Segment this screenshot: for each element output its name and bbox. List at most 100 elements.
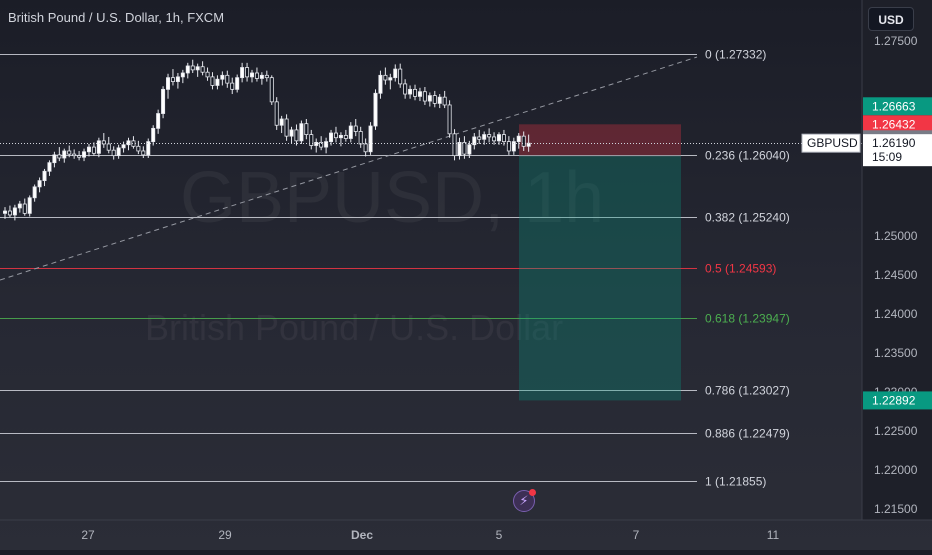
candle-body	[398, 68, 403, 85]
x-tick-label: Dec	[351, 528, 373, 542]
candle-body	[437, 96, 442, 104]
candle-body	[289, 129, 294, 137]
lightning-icon[interactable]: ⚡	[513, 489, 536, 512]
candle-body	[161, 88, 166, 114]
candle-body	[12, 207, 17, 216]
candle-body	[245, 67, 250, 78]
candle-body	[67, 150, 72, 155]
candle-body	[111, 149, 116, 157]
candle-body	[413, 88, 418, 97]
candle-body	[264, 74, 269, 79]
fib-level-label: 0.618 (1.23947)	[705, 312, 790, 326]
candle-body	[284, 118, 289, 137]
candle-body	[274, 101, 279, 126]
candle-body	[299, 123, 304, 142]
candle-body	[329, 132, 334, 143]
candle-body	[52, 154, 57, 164]
position-tool[interactable]	[519, 124, 681, 401]
candle-body	[417, 91, 422, 97]
y-tick-label: 1.25000	[874, 229, 918, 243]
price-axis-bg[interactable]	[862, 0, 932, 520]
candle-body	[373, 92, 378, 127]
trend-line[interactable]	[0, 56, 698, 281]
candle-body	[101, 140, 106, 145]
candle-body	[383, 74, 388, 81]
candle-body	[141, 150, 146, 156]
stop-loss-zone[interactable]	[519, 124, 681, 156]
candle-body	[166, 77, 171, 90]
candle-body	[472, 136, 477, 146]
candle-body	[408, 88, 413, 95]
candle-body	[210, 76, 215, 86]
candle-body	[279, 118, 284, 126]
candle-body	[215, 78, 220, 86]
x-tick-label: 5	[496, 528, 503, 542]
candle-body	[442, 96, 447, 106]
currency-button[interactable]: USD	[868, 7, 914, 31]
candle-body	[492, 136, 497, 142]
y-ticks: 1.275001.250001.245001.240001.235001.230…	[874, 34, 918, 516]
fibonacci-levels[interactable]: 0 (1.27332) 0.236 (1.26040) 0.382 (1.25240…	[0, 48, 790, 489]
candle-body	[269, 77, 274, 103]
notification-dot	[529, 489, 536, 496]
candle-body	[3, 210, 8, 214]
price-axis[interactable]	[861, 0, 932, 520]
candle-body	[254, 72, 259, 79]
x-tick-label: 11	[767, 528, 780, 542]
fib-level-label: 0 (1.27332)	[705, 48, 766, 62]
candle-body	[447, 104, 452, 135]
symbol-label: GBPUSD	[807, 136, 858, 150]
candle-body	[304, 123, 309, 136]
candles	[3, 59, 531, 221]
candle-body	[516, 135, 521, 143]
candle-body	[294, 129, 299, 142]
x-tick-label: 29	[218, 528, 232, 542]
candle-body	[22, 203, 27, 214]
candle-body	[388, 77, 393, 81]
candle-body	[343, 134, 348, 139]
x-tick-label: 7	[633, 528, 640, 542]
candle-body	[521, 135, 526, 147]
candle-body	[462, 141, 467, 155]
candle-body	[309, 134, 314, 146]
candle-body	[368, 125, 373, 153]
candle-body	[146, 141, 151, 156]
candle-body	[156, 113, 161, 129]
x-tick-label: 27	[81, 528, 95, 542]
candle-body	[324, 141, 329, 148]
candle-body	[220, 74, 225, 80]
price-tag-label: 1.26663	[872, 99, 916, 113]
candle-body	[136, 145, 141, 152]
candle-body	[42, 170, 47, 182]
candle-body	[338, 134, 343, 139]
candle-body	[170, 77, 175, 82]
candle-body	[393, 68, 398, 79]
y-tick-label: 1.23500	[874, 346, 918, 360]
candle-body	[477, 136, 482, 140]
fib-level-label: 0.786 (1.23027)	[705, 384, 790, 398]
candle-body	[205, 71, 210, 78]
take-profit-zone[interactable]	[519, 155, 681, 401]
candle-body	[106, 143, 111, 151]
fib-level-label: 0.886 (1.22479)	[705, 427, 790, 441]
candle-body	[37, 180, 42, 188]
candle-body	[348, 125, 353, 139]
candle-body	[235, 77, 240, 90]
candle-body	[378, 74, 383, 94]
candle-body	[467, 144, 472, 155]
candle-body	[432, 95, 437, 104]
y-tick-label: 1.27500	[874, 34, 918, 48]
candle-body	[482, 134, 487, 140]
trend-line-group[interactable]	[0, 56, 698, 281]
candle-body	[358, 131, 363, 145]
candle-body	[27, 197, 32, 214]
candle-body	[7, 210, 12, 216]
y-tick-label: 1.24000	[874, 307, 918, 321]
candle-body	[506, 141, 511, 152]
candle-body	[422, 91, 427, 102]
candle-body	[259, 74, 264, 79]
candle-body	[121, 144, 126, 149]
y-tick-label: 1.21500	[874, 502, 918, 516]
